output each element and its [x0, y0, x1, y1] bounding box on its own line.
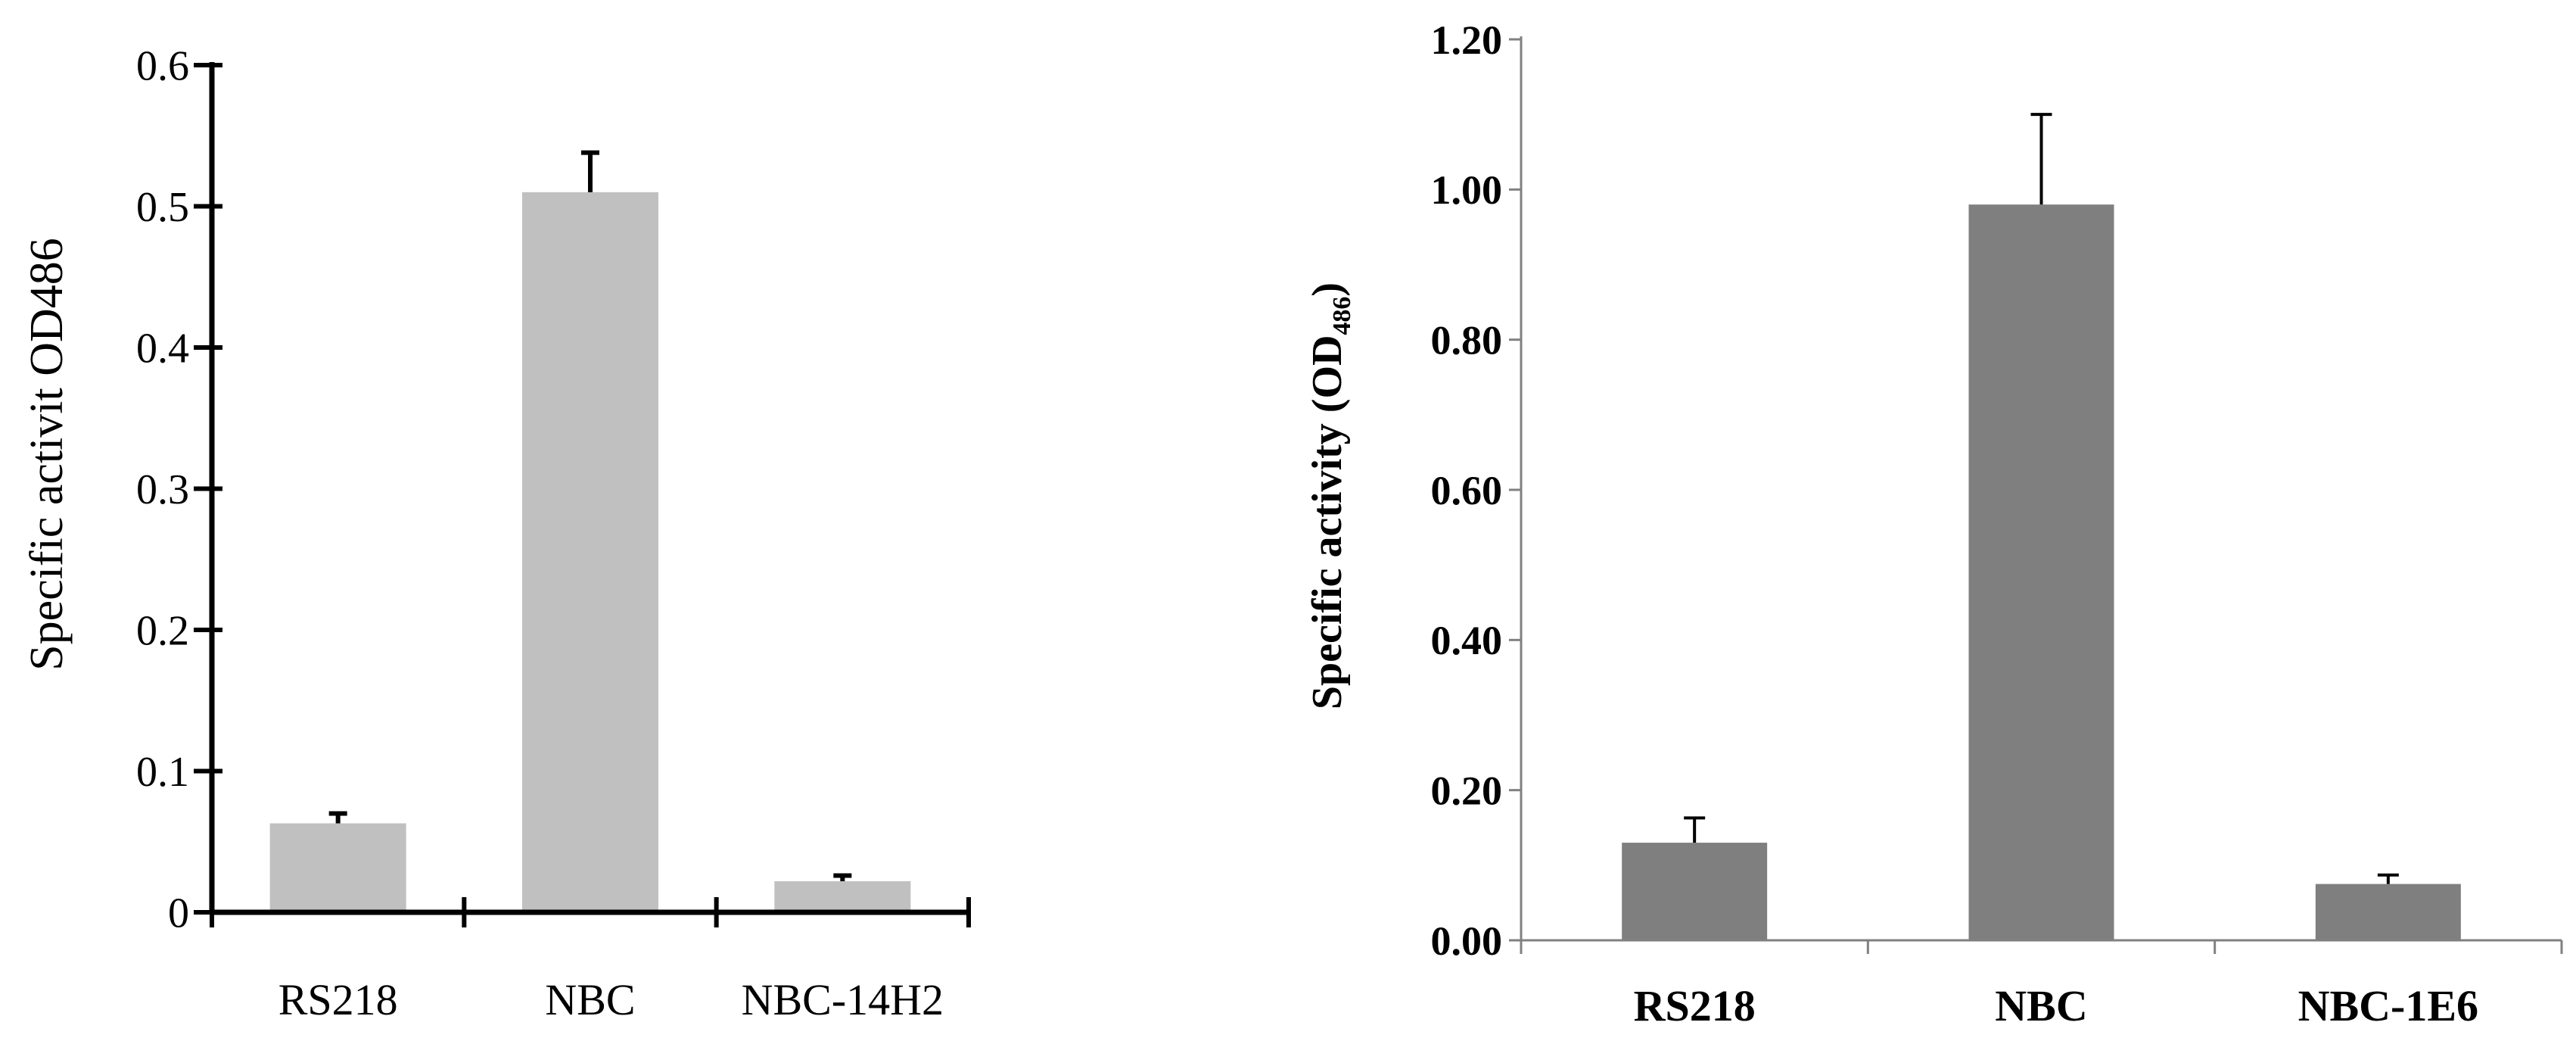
right-y-axis-title-end: ): [1304, 282, 1351, 297]
right-y-tick-label: 0.80: [1431, 318, 1503, 363]
left-y-tick-label: 0.6: [136, 43, 189, 90]
left-x-tick-label: NBC: [545, 975, 635, 1024]
right-bar: [2315, 884, 2461, 940]
left-y-tick-labels: 0 0.1 0.2 0.3 0.4 0.5 0.6: [136, 43, 189, 937]
left-bar: [774, 880, 911, 912]
right-y-tick-label: 1.20: [1431, 17, 1503, 63]
left-error-bars: [328, 150, 852, 881]
right-y-tick-label: 0.00: [1431, 918, 1503, 964]
left-y-tick-label: 0: [168, 890, 189, 937]
right-x-tick-label: NBC-1E6: [2298, 981, 2478, 1030]
left-y-axis-title: Specific activit OD486: [21, 238, 73, 671]
right-y-axis-title-main: Specific activity (OD: [1304, 335, 1351, 710]
left-x-tick-labels: RS218 NBC NBC-14H2: [278, 975, 944, 1024]
right-y-tick-label: 0.40: [1431, 618, 1503, 663]
left-y-ticks: [194, 63, 222, 915]
left-y-tick-label: 0.4: [136, 326, 189, 372]
right-x-tick-label: NBC: [1995, 981, 2087, 1030]
right-y-tick-label: 0.20: [1431, 768, 1503, 814]
right-x-tick-label: RS218: [1634, 981, 1756, 1030]
right-bar: [1968, 204, 2114, 941]
left-bar: [522, 192, 658, 913]
left-bars: [269, 192, 911, 913]
chart-right: RS218 NBC NBC-1E6 0.00 0.20 0.40 0.60 0.80 1.00…: [1304, 17, 2563, 1030]
right-y-axis-title: Specific activity (OD486): [1304, 282, 1356, 709]
right-bar: [1622, 843, 1768, 940]
left-y-tick-label: 0.2: [136, 608, 189, 655]
left-y-tick-label: 0.3: [136, 466, 189, 513]
left-y-tick-label: 0.5: [136, 184, 189, 231]
right-x-ticks: [1520, 940, 2563, 954]
right-y-axis-title-subscript: 486: [1328, 297, 1356, 335]
chart-left: RS218 NBC NBC-14H2 0 0.1 0.2 0.3 0.4 0.5 0.6 Spe…: [21, 43, 971, 1024]
right-x-tick-labels: RS218 NBC NBC-1E6: [1634, 981, 2478, 1030]
left-x-ticks: [210, 897, 971, 927]
right-y-tick-label: 0.60: [1431, 468, 1503, 513]
left-bar: [269, 823, 406, 912]
right-error-bars: [1684, 113, 2399, 884]
left-y-tick-label: 0.1: [136, 749, 189, 796]
right-y-ticks: [1509, 38, 1521, 942]
left-x-tick-label: NBC-14H2: [742, 975, 944, 1024]
right-bars: [1622, 204, 2461, 941]
right-y-tick-label: 1.00: [1431, 167, 1503, 213]
right-y-tick-labels: 0.00 0.20 0.40 0.60 0.80 1.00 1.20: [1431, 17, 1503, 964]
left-x-tick-label: RS218: [278, 975, 398, 1024]
